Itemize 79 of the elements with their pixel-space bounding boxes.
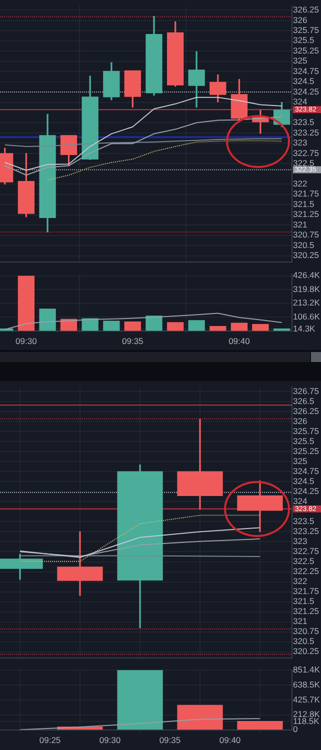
y-tick-label: 851.4K bbox=[293, 664, 320, 674]
y-tick-label: 322 bbox=[293, 178, 308, 188]
bar bbox=[188, 320, 205, 331]
y-tick-label: 325.75 bbox=[293, 25, 320, 35]
line-series bbox=[47, 140, 282, 181]
bar bbox=[117, 670, 163, 730]
x-tick-label: 09:40 bbox=[228, 336, 250, 346]
y-tick-label: 321.75 bbox=[293, 188, 320, 199]
bar bbox=[237, 721, 283, 730]
x-tick-label: 09:35 bbox=[122, 336, 144, 346]
y-tick-label: 320.5 bbox=[293, 636, 315, 646]
y-tick-label: 322.75 bbox=[293, 546, 320, 556]
y-tick-label: 325 bbox=[293, 456, 308, 466]
y-tick-label: 324.75 bbox=[293, 66, 320, 76]
y-tick-label: 324 bbox=[293, 496, 308, 506]
y-tick-label: 321.5 bbox=[293, 596, 315, 606]
y-tick-label: 326.75 bbox=[293, 386, 320, 396]
y-tick-label: 326 bbox=[293, 14, 308, 25]
y-tick-label: 638.5K bbox=[293, 679, 320, 690]
y-tick-label: 323.25 bbox=[293, 526, 320, 536]
y-tick-label: 326.5 bbox=[293, 396, 315, 406]
y-tick-label: 321 bbox=[293, 219, 308, 230]
y-tick-label: 326.25 bbox=[293, 406, 320, 416]
y-tick-label: 326 bbox=[293, 416, 308, 426]
y-tick-label: 324.5 bbox=[293, 76, 315, 86]
bar bbox=[82, 318, 98, 331]
y-tick-label: 326.25 bbox=[293, 4, 320, 15]
y-tick-label: 325.25 bbox=[293, 446, 320, 456]
y-tick-label: 321.75 bbox=[293, 586, 320, 596]
y-tick-label: 323.5 bbox=[293, 117, 315, 128]
x-tick-label: 09:25 bbox=[39, 735, 61, 746]
y-tick-label: 324.25 bbox=[293, 86, 320, 96]
y-tick-label: 325.5 bbox=[293, 35, 315, 46]
y-tick-label: 323.5 bbox=[293, 516, 315, 526]
x-tick-label: 09:40 bbox=[219, 735, 241, 746]
y-tick-label: 325.75 bbox=[293, 426, 320, 436]
x-tick-label: 09:30 bbox=[99, 735, 121, 746]
bar bbox=[39, 308, 56, 331]
bar bbox=[146, 316, 162, 331]
y-tick-label: 324.25 bbox=[293, 486, 320, 496]
y-tick-label: 320.75 bbox=[293, 230, 320, 240]
y-tick-label: 425.7K bbox=[293, 694, 320, 704]
y-tick-label: 324.5 bbox=[293, 476, 315, 486]
y-tick-label: 325.25 bbox=[293, 45, 320, 56]
y-tick-label: 321.25 bbox=[293, 209, 320, 220]
y-tick-label: 323.25 bbox=[293, 127, 320, 138]
y-tick-label: 321.25 bbox=[293, 606, 320, 616]
y-tick-label: 325.5 bbox=[293, 436, 315, 446]
bar bbox=[252, 324, 269, 331]
y-tick-label: 323 bbox=[293, 138, 308, 148]
y-tick-label: 321 bbox=[293, 616, 308, 626]
y-tick-label: 322.75 bbox=[293, 148, 320, 158]
bar bbox=[103, 320, 120, 331]
y-tick-label: 320.25 bbox=[293, 646, 320, 656]
y-tick-label: 321.5 bbox=[293, 198, 315, 209]
y-tick-label: 322.5 bbox=[293, 556, 315, 566]
y-tick-label: 14.3K bbox=[293, 323, 316, 334]
y-tick-label: 325 bbox=[293, 56, 308, 66]
y-tick-label: 213.2K bbox=[293, 298, 320, 308]
y-tick-label: 322 bbox=[293, 576, 308, 586]
bar bbox=[230, 322, 248, 331]
y-tick-label: 324 bbox=[293, 96, 308, 107]
bar bbox=[18, 276, 35, 331]
y-tick-label: 322.25 bbox=[293, 566, 320, 576]
bar bbox=[167, 322, 184, 331]
y-tick-label: 324.75 bbox=[293, 466, 320, 476]
y-tick-label: 323 bbox=[293, 536, 308, 546]
y-tick-label: 320.75 bbox=[293, 626, 320, 636]
bar bbox=[124, 321, 141, 331]
bar bbox=[210, 326, 226, 331]
y-tick-label: 320.5 bbox=[293, 240, 315, 250]
y-tick-label: 320.25 bbox=[293, 250, 320, 260]
y-tick-label: 106.6K bbox=[293, 311, 320, 322]
x-tick-label: 09:30 bbox=[16, 336, 38, 346]
x-tick-label: 09:35 bbox=[159, 735, 181, 746]
bar bbox=[177, 704, 223, 730]
y-tick-label: 319.8K bbox=[293, 284, 320, 294]
y-tick-label: 426.4K bbox=[293, 270, 320, 280]
y-tick-label: 0 bbox=[293, 724, 298, 734]
